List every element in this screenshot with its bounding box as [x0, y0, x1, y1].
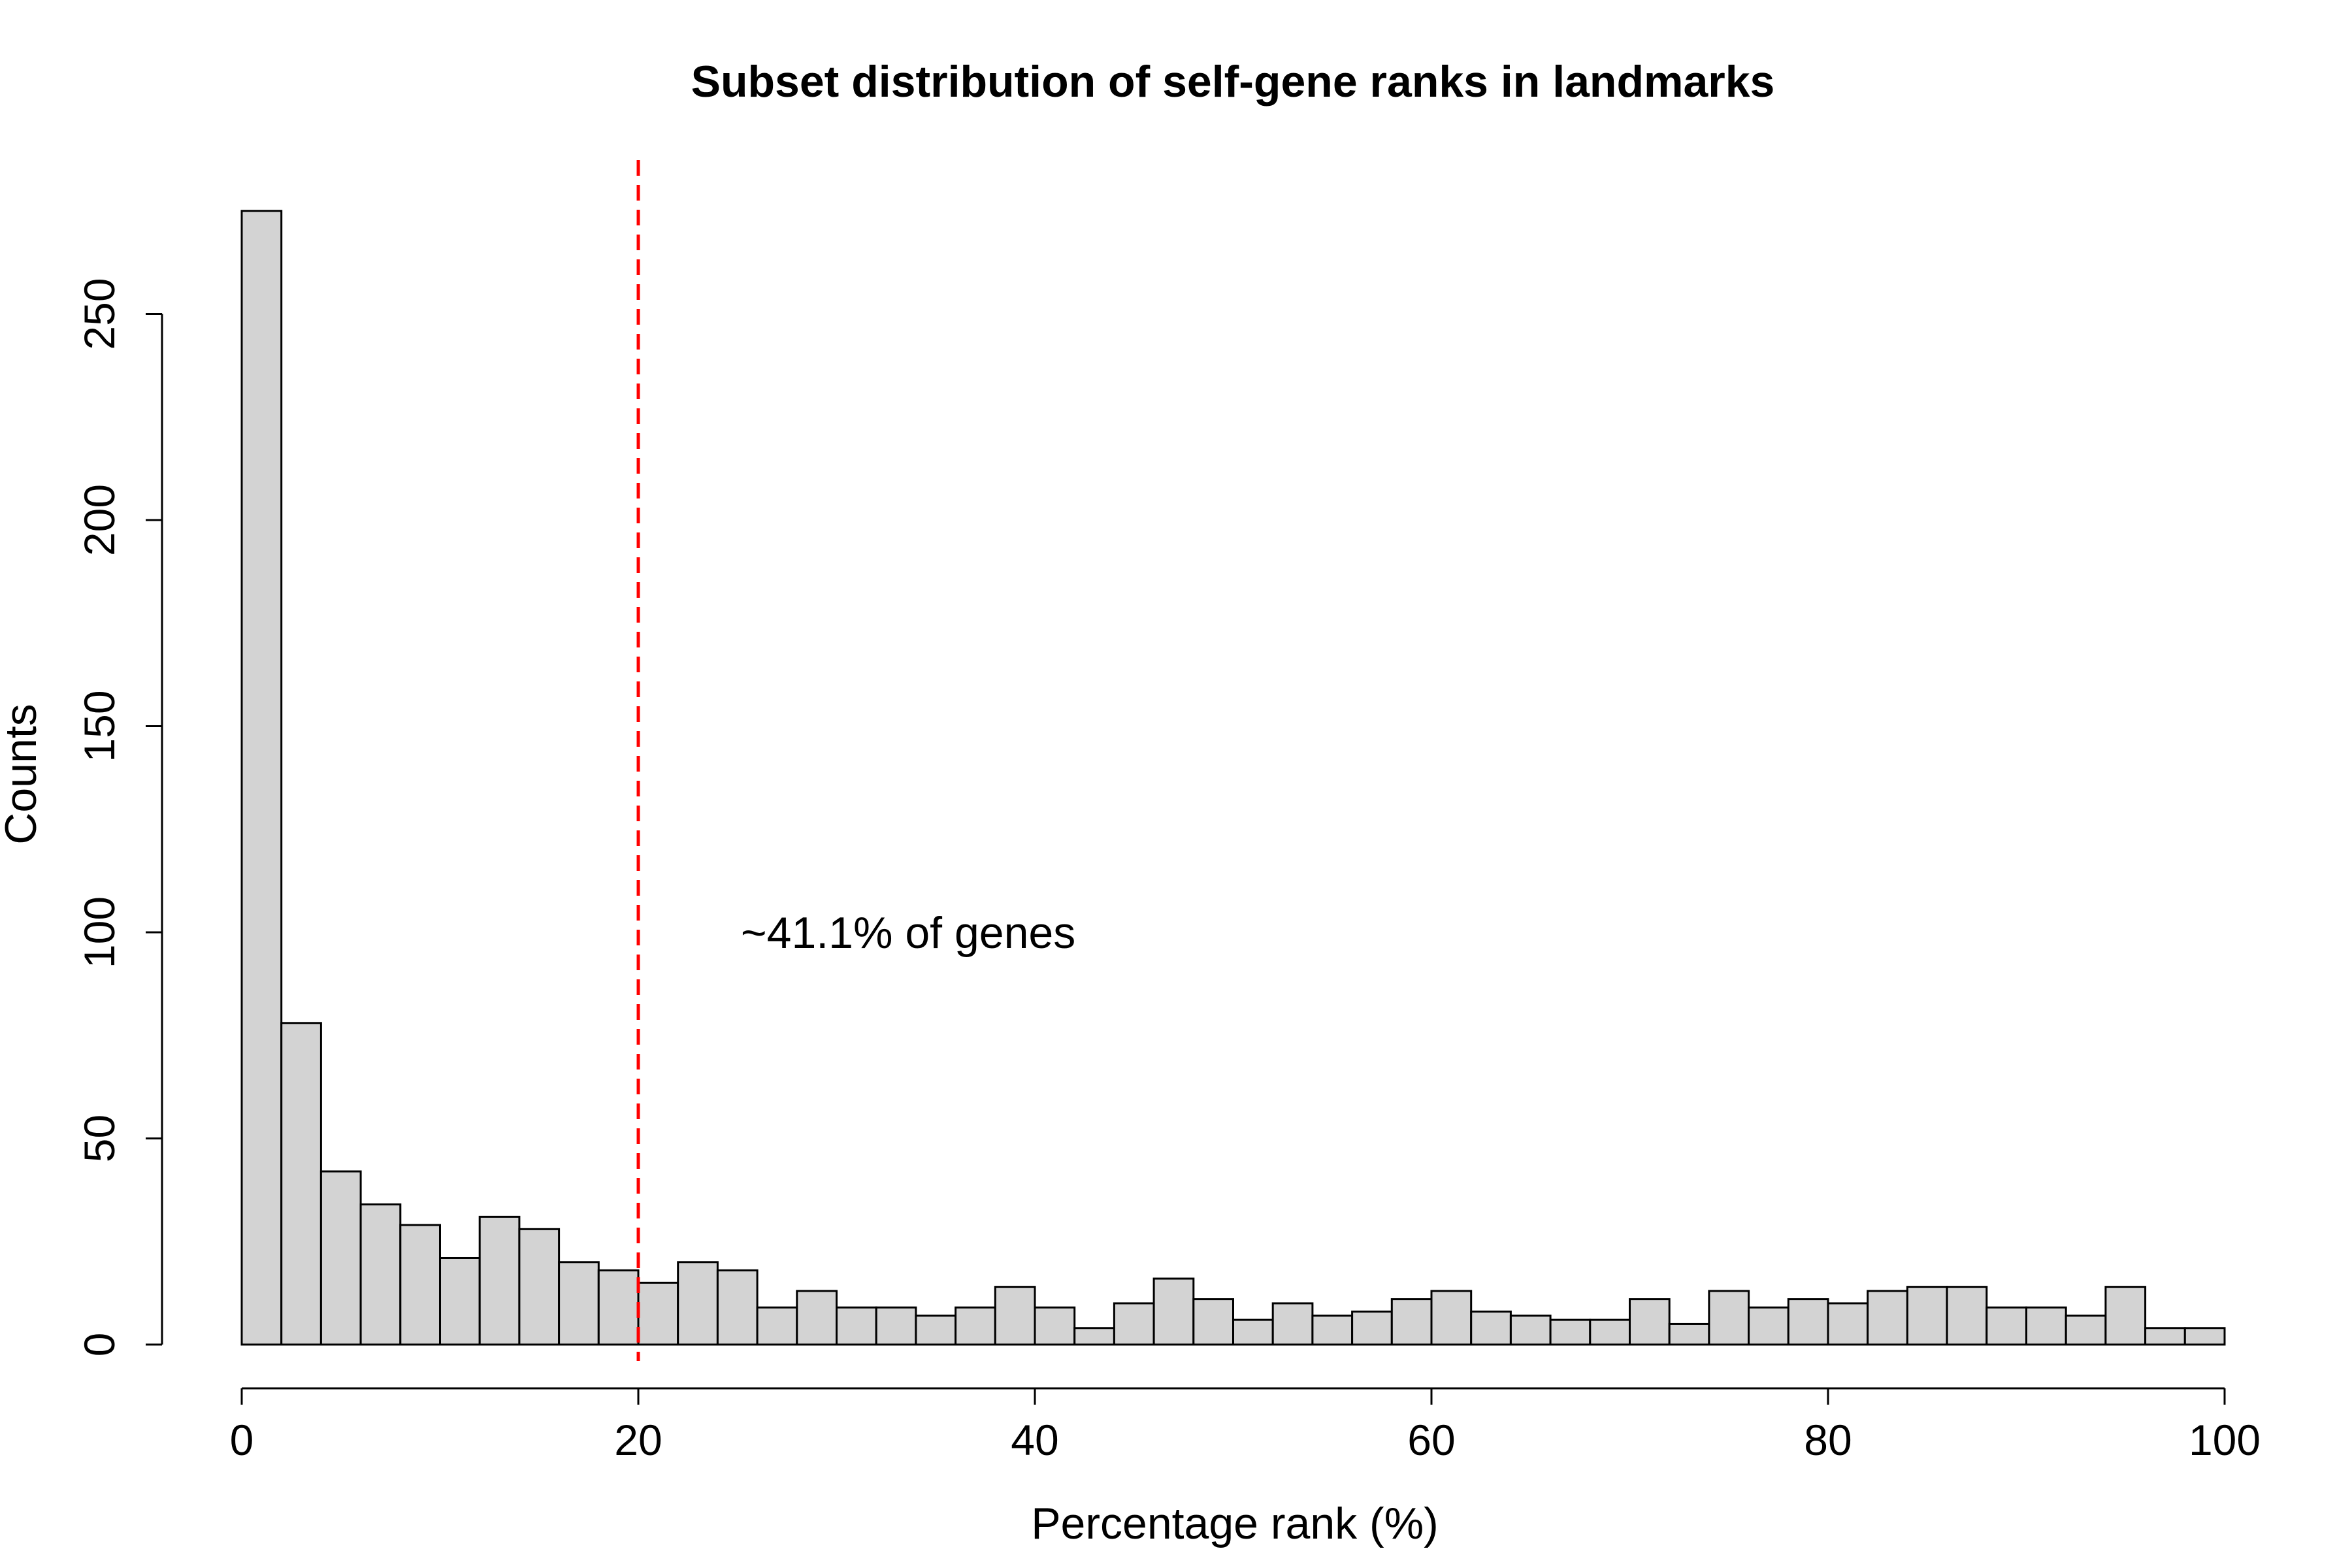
histogram-bar [1470, 1311, 1512, 1346]
histogram-bar [1589, 1318, 1631, 1346]
histogram-bar [1748, 1306, 1789, 1346]
histogram-bar [1152, 1277, 1195, 1346]
histogram-bar [1787, 1298, 1829, 1346]
histogram-bar [518, 1228, 561, 1346]
histogram-bar [915, 1315, 957, 1346]
y-axis: 0 50 100 150 200 250 [75, 278, 163, 1357]
histogram-bar [439, 1256, 481, 1346]
histogram-bar [1906, 1286, 1948, 1346]
histogram-bar [1549, 1318, 1592, 1346]
histogram-bar [1073, 1327, 1115, 1346]
histogram-bar [2144, 1327, 2186, 1346]
histogram-bar [1629, 1298, 1671, 1346]
histogram-bar [558, 1261, 600, 1346]
histogram-bars [240, 210, 2226, 1346]
histogram-bar [796, 1290, 838, 1346]
x-tick-label: 80 [1804, 1416, 1852, 1464]
chart-title: Subset distribution of self-gene ranks i… [691, 57, 1775, 106]
histogram-bar [1708, 1290, 1750, 1346]
histogram-bar [1351, 1311, 1393, 1346]
histogram-bar [2065, 1315, 2107, 1346]
x-tick-label: 60 [1407, 1416, 1455, 1464]
y-tick-label: 0 [75, 1333, 123, 1357]
histogram-bar [756, 1306, 798, 1346]
histogram-bar [597, 1269, 640, 1346]
y-tick-label: 100 [75, 896, 123, 968]
annotation-text: ~41.1% of genes [741, 908, 1075, 958]
histogram-bar [637, 1281, 679, 1346]
histogram-bar [1113, 1302, 1155, 1346]
histogram-bar [1946, 1286, 1988, 1346]
y-tick-label: 150 [75, 690, 123, 762]
x-tick-label: 20 [614, 1416, 662, 1464]
histogram-bar [478, 1215, 521, 1346]
y-tick-label: 250 [75, 278, 123, 350]
histogram-bar [280, 1022, 322, 1346]
histogram-bar [1867, 1290, 1908, 1346]
histogram-bar [1509, 1315, 1552, 1346]
histogram-bar [1311, 1315, 1354, 1346]
histogram-bar [1668, 1322, 1710, 1346]
x-tick-label: 40 [1011, 1416, 1058, 1464]
histogram-bar [677, 1261, 719, 1346]
histogram-bar [1985, 1306, 2028, 1346]
histogram-bar [2104, 1286, 2147, 1346]
x-tick-label: 100 [2189, 1416, 2261, 1464]
histogram-bar [836, 1306, 877, 1346]
histogram-bar [1430, 1290, 1473, 1346]
histogram-bar [994, 1286, 1036, 1346]
histogram-bar [2183, 1327, 2226, 1346]
histogram-bar [716, 1269, 759, 1346]
y-axis-label: Counts [0, 704, 46, 844]
histogram-bar [875, 1306, 917, 1346]
histogram-bar [319, 1170, 362, 1346]
histogram-bar [1827, 1302, 1869, 1346]
x-axis-label: Percentage rank (%) [1031, 1499, 1439, 1548]
histogram-bar [359, 1203, 402, 1346]
histogram-bar [1034, 1306, 1076, 1346]
x-tick-label: 0 [230, 1416, 254, 1464]
histogram-bar [1192, 1298, 1235, 1346]
histogram-bar [1232, 1318, 1274, 1346]
histogram-bar [240, 210, 283, 1346]
histogram-bar [955, 1306, 996, 1346]
y-tick-label: 50 [75, 1115, 123, 1162]
histogram-bar [399, 1224, 441, 1346]
histogram-bar [1271, 1302, 1314, 1346]
x-axis: 0 20 40 60 80 100 [230, 1387, 2261, 1464]
y-tick-label: 200 [75, 484, 123, 556]
histogram-bar [1390, 1298, 1433, 1346]
histogram-bar [2025, 1306, 2067, 1346]
